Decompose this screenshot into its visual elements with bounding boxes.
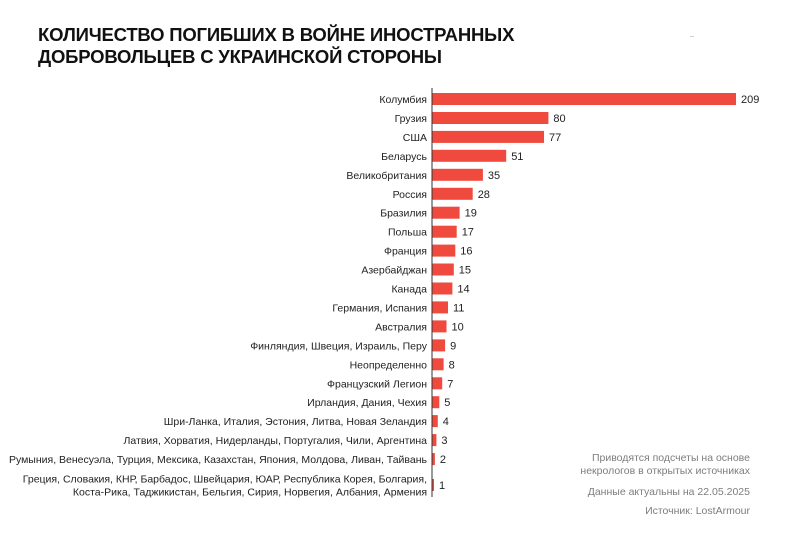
value-label: 209 [741, 94, 759, 106]
value-label: 4 [443, 416, 449, 428]
value-label: 16 [460, 246, 472, 258]
category-label: Финляндия, Швеция, Израиль, Перу [250, 340, 428, 352]
value-label: 2 [440, 454, 446, 466]
category-label: Шри-Ланка, Италия, Эстония, Литва, Новая… [164, 416, 427, 428]
source-note: Источник: LostArmour [645, 505, 750, 517]
value-label: 51 [511, 151, 523, 163]
value-label: 9 [450, 340, 456, 352]
value-label: 11 [453, 302, 464, 314]
bar [432, 187, 473, 200]
category-label: Беларусь [381, 151, 427, 163]
data-date-note: Данные актуальны на 22.05.2025 [587, 486, 750, 498]
bar [432, 93, 736, 105]
bar [432, 396, 440, 409]
category-label: США [403, 132, 427, 144]
value-label: 3 [441, 435, 447, 447]
value-label: 28 [478, 189, 490, 201]
value-label: 7 [447, 378, 453, 390]
category-label: Польша [388, 227, 427, 239]
value-label: 19 [465, 208, 477, 220]
category-label: Греция, Словакия, КНР, Барбадос, Швейцар… [23, 474, 427, 486]
category-label: Французский Легион [327, 378, 427, 390]
bar [432, 112, 549, 124]
bar [432, 206, 460, 219]
value-label: 5 [444, 397, 450, 409]
bar [432, 415, 438, 428]
bar [432, 377, 443, 390]
category-label: Великобритания [346, 170, 427, 182]
value-label: 14 [457, 284, 469, 296]
category-label: Ирландия, Дания, Чехия [307, 397, 427, 409]
value-label: 1 [439, 480, 445, 492]
chart-title: КОЛИЧЕСТВО ПОГИБШИХ В ВОЙНЕ ИНОСТРАННЫХ … [38, 24, 598, 68]
value-label: 77 [549, 132, 561, 144]
value-label: 15 [459, 265, 471, 277]
value-label: 35 [488, 170, 500, 182]
chart-notes: Приводятся подсчеты на основе некрологов… [520, 452, 750, 518]
category-label: Неопределенно [350, 359, 428, 371]
category-label: Австралия [375, 321, 427, 333]
category-label: Грузия [395, 113, 427, 125]
bar [432, 130, 544, 143]
category-label: Франция [384, 246, 427, 258]
category-label: Коста-Рика, Таджикистан, Бельгия, Сирия,… [73, 487, 427, 499]
value-label: 10 [452, 321, 464, 333]
category-label: Румыния, Венесуэла, Турция, Мексика, Каз… [9, 454, 428, 466]
category-label: Канада [391, 284, 427, 296]
category-label: Россия [393, 189, 427, 201]
chart-title-line-2: ДОБРОВОЛЬЦЕВ С УКРАИНСКОЙ СТОРОНЫ [38, 46, 442, 67]
bar [432, 339, 446, 352]
bar [432, 479, 434, 491]
bar [432, 301, 448, 314]
bar [432, 434, 437, 447]
category-label: Бразилия [380, 208, 427, 220]
decorative-dot [690, 36, 694, 37]
value-label: 80 [553, 113, 565, 125]
bar [432, 168, 483, 181]
bar [432, 282, 453, 295]
category-label: Германия, Испания [332, 302, 427, 314]
value-label: 8 [449, 359, 455, 371]
note-line-2: некрологов в открытых источниках [580, 465, 750, 477]
bar [432, 358, 444, 371]
category-label: Колумбия [379, 94, 427, 106]
category-label: Азербайджан [361, 265, 427, 277]
category-label: Латвия, Хорватия, Нидерланды, Португалия… [124, 435, 428, 447]
bar [432, 225, 457, 238]
bar [432, 453, 435, 466]
chart-title-line-1: КОЛИЧЕСТВО ПОГИБШИХ В ВОЙНЕ ИНОСТРАННЫХ [38, 24, 515, 45]
bar [432, 149, 507, 162]
note-line-1: Приводятся подсчеты на основе [591, 452, 750, 464]
bar [432, 320, 447, 333]
bar [432, 244, 456, 257]
value-label: 17 [462, 227, 474, 239]
bar [432, 263, 454, 276]
